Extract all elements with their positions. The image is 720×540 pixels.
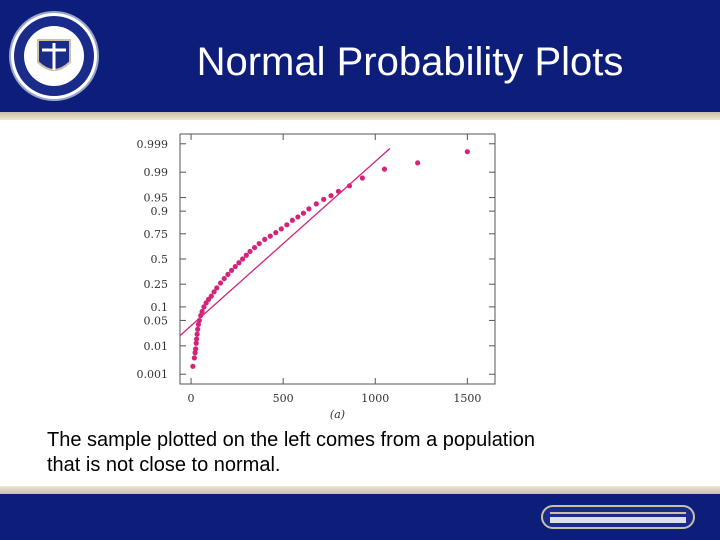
data-point xyxy=(415,160,421,166)
data-point xyxy=(236,260,242,266)
data-point xyxy=(193,340,199,346)
footer-divider xyxy=(0,486,720,494)
data-point xyxy=(300,210,307,216)
x-tick-label: 500 xyxy=(273,392,294,405)
data-point xyxy=(193,336,200,342)
data-point xyxy=(240,256,246,262)
x-tick-label: 1500 xyxy=(453,392,481,405)
y-tick-label: 0.01 xyxy=(144,340,169,353)
data-point xyxy=(252,244,258,251)
data-point xyxy=(196,317,202,324)
slide-caption: The sample plotted on the left comes fro… xyxy=(47,428,687,478)
data-point xyxy=(464,149,470,155)
data-point xyxy=(225,271,231,278)
y-tick-label: 0.5 xyxy=(151,253,169,266)
data-point xyxy=(278,226,284,232)
y-tick-label: 0.1 xyxy=(151,301,169,314)
data-point xyxy=(321,196,327,202)
plot-frame xyxy=(179,133,496,385)
data-point xyxy=(195,321,202,327)
y-tick-label: 0.05 xyxy=(144,314,169,327)
data-point xyxy=(194,331,200,337)
data-point xyxy=(243,252,249,258)
data-point xyxy=(256,240,262,247)
data-point xyxy=(193,346,199,352)
data-point xyxy=(192,350,198,356)
data-point xyxy=(289,217,295,223)
data-point xyxy=(208,293,214,299)
y-tick-label: 0.9 xyxy=(151,205,169,218)
data-point xyxy=(335,188,342,194)
data-point xyxy=(313,201,319,207)
college-of-engineering-logo xyxy=(541,505,695,529)
data-point xyxy=(273,230,279,236)
data-point xyxy=(198,312,204,319)
slide-title: Normal Probability Plots xyxy=(196,40,624,84)
data-point xyxy=(199,308,205,315)
y-tick-label: 0.25 xyxy=(144,278,169,291)
data-point xyxy=(195,326,201,332)
data-point xyxy=(190,363,196,369)
header-bar xyxy=(0,0,720,112)
caption-line-2: that is not close to normal. xyxy=(47,454,281,476)
data-point xyxy=(221,275,227,282)
y-tick-label: 0.75 xyxy=(144,228,169,241)
y-tick-label: 0.99 xyxy=(144,166,169,179)
data-point xyxy=(228,267,235,274)
data-point xyxy=(295,214,301,220)
header-divider xyxy=(0,112,720,120)
normal-probability-plot: 0.001 0.01 0.050.1 0.25 0.5 0.75 0.90.95 0.99 0.… xyxy=(137,133,496,421)
caption-line-1: The sample plotted on the left comes fro… xyxy=(47,429,536,451)
data-point xyxy=(328,193,334,199)
data-point xyxy=(267,233,273,239)
y-tick-label: 0.95 xyxy=(144,192,169,205)
data-point xyxy=(359,175,365,181)
data-point xyxy=(262,236,268,243)
data-point xyxy=(247,248,253,255)
y-tick-label: 0.999 xyxy=(137,138,169,151)
university-seal-logo xyxy=(9,11,99,101)
data-point xyxy=(306,206,312,212)
data-point xyxy=(217,280,224,286)
data-point xyxy=(191,355,197,361)
data-point xyxy=(284,222,290,228)
reference-line xyxy=(179,147,391,337)
x-axis-label: (a) xyxy=(330,408,345,421)
y-tick-label: 0.001 xyxy=(137,368,169,381)
data-point xyxy=(232,263,238,270)
data-point xyxy=(214,285,220,291)
data-point xyxy=(201,304,207,310)
x-tick-label: 0 xyxy=(188,392,195,405)
data-point xyxy=(381,166,388,172)
x-tick-label: 1000 xyxy=(361,392,389,405)
data-point xyxy=(346,183,353,189)
data-point xyxy=(211,289,217,295)
